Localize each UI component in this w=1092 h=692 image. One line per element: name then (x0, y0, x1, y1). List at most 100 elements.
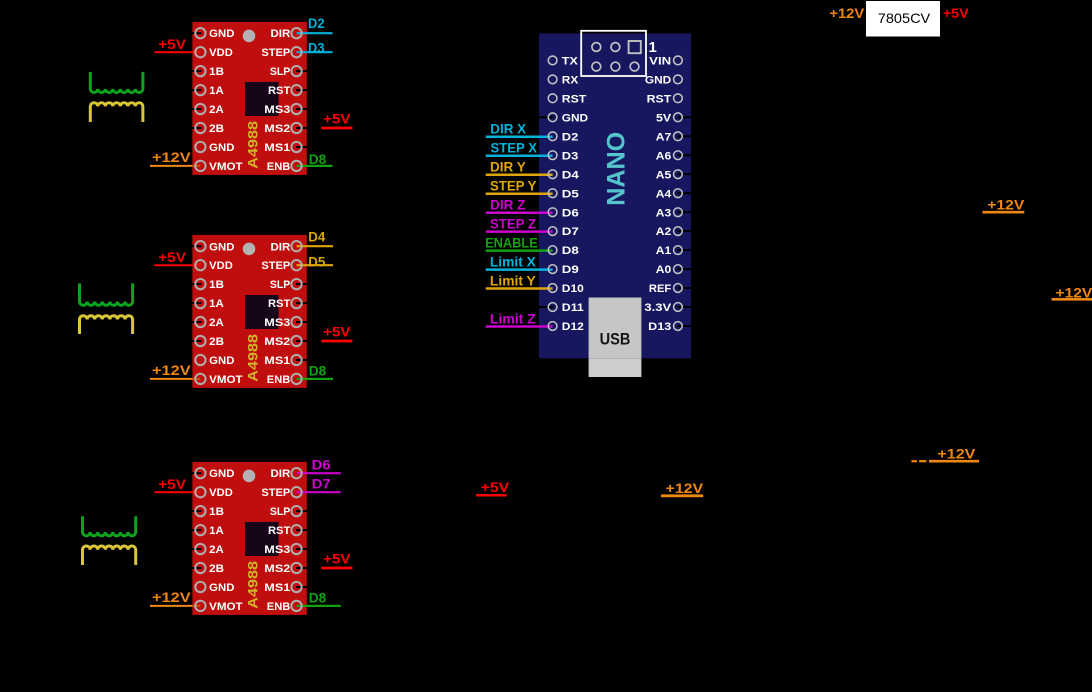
svg-text:SLP: SLP (270, 66, 290, 78)
svg-text:VMOT: VMOT (209, 374, 243, 386)
svg-text:+5V: +5V (323, 323, 351, 339)
svg-text:ENB: ENB (267, 601, 291, 613)
svg-text:STEP: STEP (261, 47, 290, 59)
svg-text:D6: D6 (312, 457, 331, 473)
svg-text:D13: D13 (648, 321, 671, 333)
svg-text:+12V: +12V (152, 589, 191, 605)
svg-text:D4: D4 (562, 169, 580, 181)
svg-text:VDD: VDD (209, 47, 233, 59)
svg-text:+5V: +5V (158, 36, 186, 52)
svg-text:D7: D7 (562, 226, 579, 238)
svg-text:A4988: A4988 (244, 561, 260, 609)
svg-text:2A: 2A (209, 104, 224, 116)
svg-text:MS3: MS3 (264, 104, 290, 116)
svg-text:2B: 2B (209, 563, 224, 575)
svg-text:D8: D8 (309, 362, 327, 378)
svg-text:3.3V: 3.3V (644, 302, 671, 314)
svg-text:D8: D8 (562, 245, 579, 257)
svg-text:MS3: MS3 (264, 544, 290, 556)
svg-text:STEP: STEP (261, 260, 290, 272)
svg-text:A4988: A4988 (244, 334, 260, 382)
svg-text:GND: GND (209, 468, 235, 480)
svg-text:A7: A7 (656, 131, 671, 143)
svg-text:+5V: +5V (158, 249, 186, 265)
svg-text:D6: D6 (562, 207, 579, 219)
svg-text:DIR Y: DIR Y (490, 159, 526, 175)
svg-text:VDD: VDD (209, 487, 233, 499)
svg-text:STEP Y: STEP Y (490, 178, 537, 194)
svg-text:VMOT: VMOT (209, 601, 243, 613)
svg-text:RST: RST (268, 85, 291, 97)
svg-text:DIR: DIR (271, 468, 291, 480)
svg-text:MS1: MS1 (264, 355, 290, 367)
svg-text:VDD: VDD (209, 260, 233, 272)
svg-text:D7: D7 (312, 476, 331, 492)
svg-text:D3: D3 (562, 150, 579, 162)
svg-text:REF: REF (649, 283, 671, 295)
svg-text:+12V: +12V (152, 362, 191, 378)
svg-text:GND: GND (645, 75, 671, 87)
svg-text:+12V: +12V (829, 5, 864, 21)
svg-text:VMOT: VMOT (209, 161, 243, 173)
svg-text:Limit Y: Limit Y (490, 272, 537, 288)
svg-text:D2: D2 (562, 131, 579, 143)
svg-text:+5V: +5V (158, 476, 186, 492)
svg-text:D8: D8 (309, 151, 327, 167)
svg-text:D12: D12 (562, 321, 584, 333)
svg-text:A0: A0 (656, 264, 671, 276)
svg-text:D8: D8 (309, 589, 327, 605)
svg-text:RST: RST (268, 298, 291, 310)
svg-text:D11: D11 (562, 302, 585, 314)
svg-text:+12V: +12V (1056, 285, 1092, 301)
svg-text:2B: 2B (209, 123, 224, 135)
svg-text:1A: 1A (209, 85, 224, 97)
svg-text:+12V: +12V (987, 197, 1025, 213)
svg-text:+5V: +5V (943, 5, 969, 21)
svg-text:D9: D9 (562, 264, 579, 276)
svg-text:MS1: MS1 (264, 142, 290, 154)
svg-text:1B: 1B (209, 66, 224, 78)
svg-text:1A: 1A (209, 298, 224, 310)
svg-text:7805CV: 7805CV (878, 10, 931, 26)
svg-text:+12V: +12V (666, 480, 704, 496)
svg-text:SLP: SLP (270, 506, 290, 518)
svg-text:D4: D4 (308, 228, 325, 244)
svg-text:2A: 2A (209, 544, 224, 556)
svg-text:A1: A1 (656, 245, 672, 257)
svg-text:MS2: MS2 (264, 336, 290, 348)
svg-text:1B: 1B (209, 506, 224, 518)
svg-text:Limit Z: Limit Z (490, 310, 536, 326)
svg-text:A5: A5 (656, 169, 672, 181)
svg-text:GND: GND (209, 28, 235, 40)
svg-text:2B: 2B (209, 336, 224, 348)
svg-text:A3: A3 (656, 207, 671, 219)
svg-text:D5: D5 (562, 188, 580, 200)
svg-text:A4988: A4988 (244, 121, 260, 169)
svg-text:+5V: +5V (481, 479, 510, 495)
svg-text:5V: 5V (656, 112, 672, 124)
svg-text:RX: RX (562, 75, 579, 87)
svg-text:MS1: MS1 (264, 582, 290, 594)
svg-text:RST: RST (268, 525, 291, 537)
svg-text:STEP: STEP (261, 487, 290, 499)
svg-text:D10: D10 (562, 283, 584, 295)
svg-text:RST: RST (562, 93, 587, 105)
svg-text:RST: RST (647, 93, 672, 105)
svg-text:GND: GND (562, 112, 588, 124)
svg-text:D5: D5 (308, 253, 325, 269)
svg-text:A6: A6 (656, 150, 671, 162)
svg-text:TX: TX (562, 56, 578, 68)
svg-text:MS3: MS3 (264, 317, 290, 329)
svg-text:2A: 2A (209, 317, 224, 329)
svg-text:A4: A4 (656, 188, 672, 200)
svg-text:ENB: ENB (267, 374, 291, 386)
svg-text:MS2: MS2 (264, 563, 290, 575)
svg-text:D2: D2 (308, 15, 325, 31)
svg-text:GND: GND (209, 241, 235, 253)
svg-text:DIR Z: DIR Z (490, 197, 526, 213)
svg-text:USB: USB (600, 331, 631, 349)
svg-text:ENB: ENB (267, 161, 291, 173)
svg-text:1B: 1B (209, 279, 224, 291)
svg-text:VIN: VIN (649, 56, 671, 68)
svg-text:+12V: +12V (937, 445, 976, 461)
